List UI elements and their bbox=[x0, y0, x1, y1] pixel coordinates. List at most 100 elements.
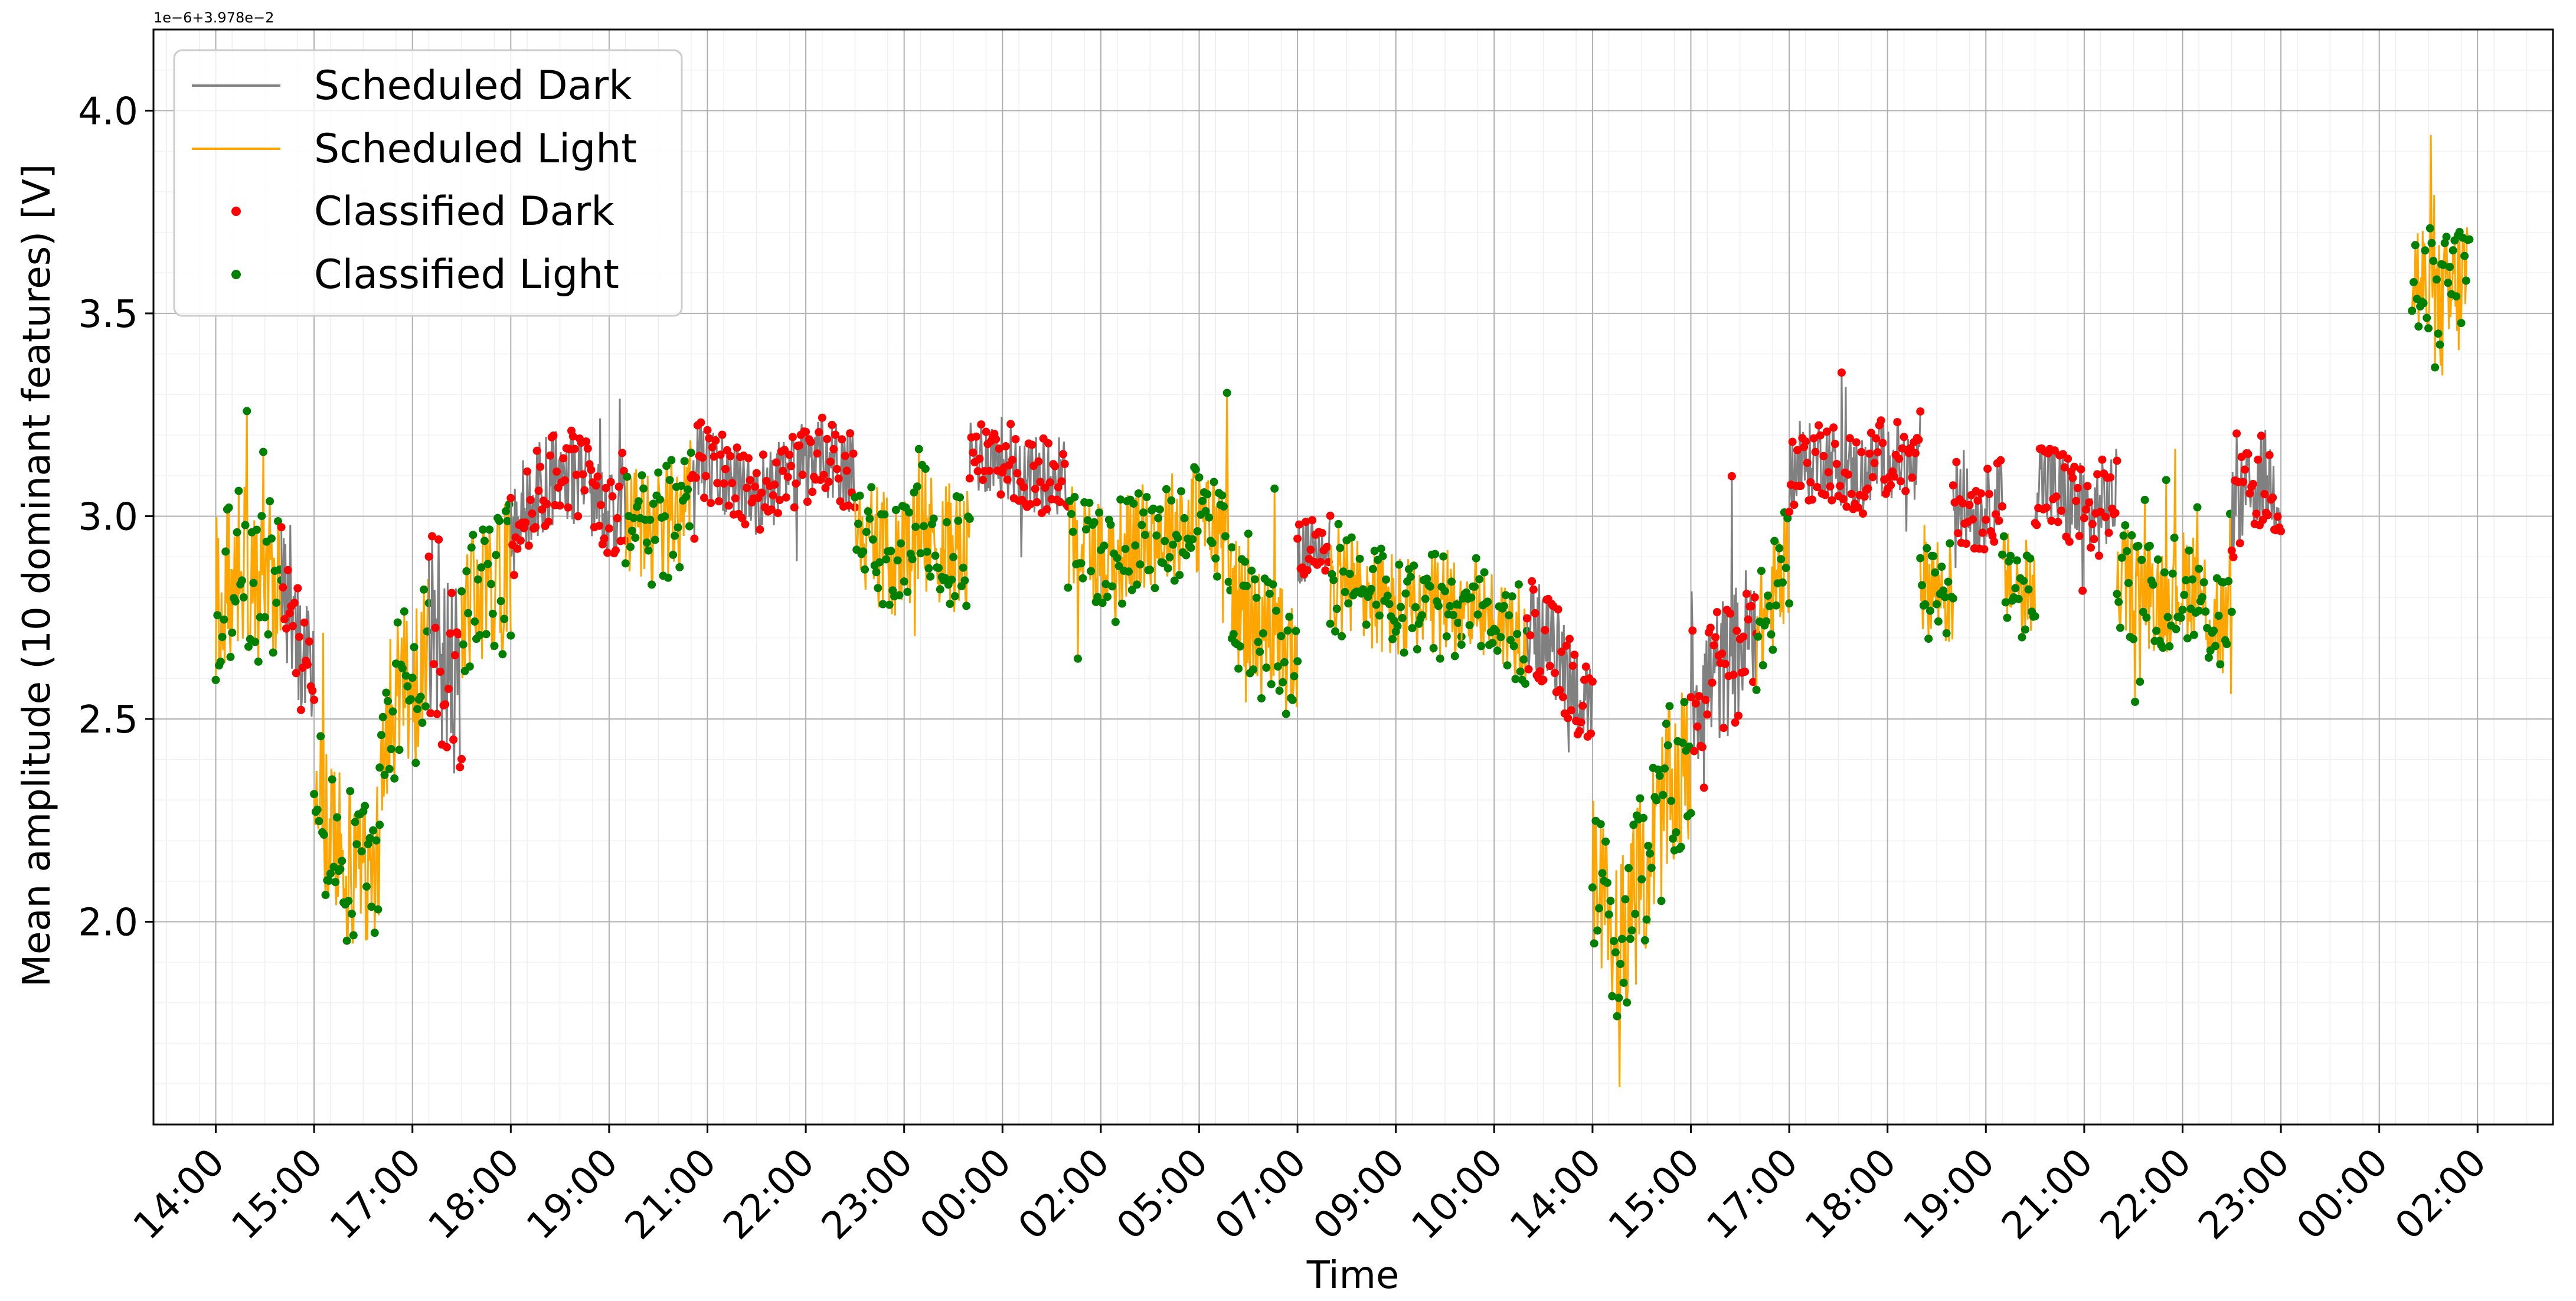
data-point-dark bbox=[1982, 515, 1990, 524]
data-point-light bbox=[1768, 645, 1777, 654]
data-point-light bbox=[2121, 521, 2130, 529]
data-point-dark bbox=[1013, 469, 1022, 478]
data-point-dark bbox=[1980, 545, 1989, 554]
data-point-light bbox=[885, 600, 894, 609]
data-point-light bbox=[947, 576, 956, 584]
data-point-light bbox=[1326, 619, 1335, 628]
data-point-light bbox=[942, 518, 951, 527]
data-point-light bbox=[661, 512, 669, 521]
data-point-light bbox=[1770, 537, 1779, 545]
data-point-light bbox=[1127, 586, 1136, 594]
data-point-light bbox=[2136, 677, 2145, 686]
data-point-dark bbox=[1877, 416, 1885, 425]
data-point-light bbox=[911, 522, 920, 531]
data-point-light bbox=[233, 528, 241, 537]
data-point-dark bbox=[1293, 534, 1302, 543]
data-point-light bbox=[962, 602, 971, 610]
data-point-dark bbox=[782, 493, 790, 502]
data-point-light bbox=[1077, 559, 1086, 568]
data-point-light bbox=[1439, 552, 1448, 561]
data-point-dark bbox=[1045, 478, 1054, 487]
data-point-light bbox=[1222, 388, 1231, 397]
data-point-dark bbox=[1868, 473, 1877, 482]
data-point-light bbox=[1388, 635, 1397, 643]
data-point-light bbox=[1201, 506, 1210, 515]
data-point-light bbox=[2224, 577, 2233, 586]
data-point-light bbox=[1257, 694, 1266, 702]
data-point-light bbox=[1344, 599, 1353, 608]
data-point-dark bbox=[1554, 605, 1562, 614]
data-point-light bbox=[362, 882, 371, 891]
data-point-light bbox=[864, 507, 872, 516]
data-point-dark bbox=[772, 458, 781, 467]
data-point-light bbox=[1631, 910, 1640, 918]
data-point-light bbox=[1646, 849, 1655, 858]
data-point-dark bbox=[545, 451, 554, 460]
data-point-dark bbox=[1567, 706, 1575, 715]
data-point-dark bbox=[614, 482, 623, 491]
data-point-light bbox=[1372, 600, 1381, 609]
data-point-light bbox=[267, 534, 276, 543]
data-point-dark bbox=[1057, 477, 1066, 486]
data-point-dark bbox=[1059, 450, 1067, 459]
data-point-light bbox=[1614, 993, 1623, 1002]
data-point-dark bbox=[1006, 420, 1015, 429]
data-point-light bbox=[656, 495, 664, 504]
data-point-dark bbox=[1522, 614, 1531, 623]
data-point-light bbox=[634, 497, 643, 506]
data-point-light bbox=[498, 650, 507, 659]
data-point-dark bbox=[446, 629, 455, 638]
data-point-dark bbox=[1796, 482, 1805, 491]
data-point-light bbox=[1686, 809, 1695, 818]
data-point-light bbox=[1341, 587, 1349, 596]
data-point-light bbox=[266, 497, 274, 506]
data-point-light bbox=[316, 732, 325, 741]
data-point-dark bbox=[1031, 485, 1039, 493]
data-point-dark bbox=[1872, 434, 1881, 443]
data-point-dark bbox=[714, 497, 723, 506]
data-point-dark bbox=[1742, 590, 1751, 599]
data-point-light bbox=[1258, 629, 1267, 638]
data-point-light bbox=[2145, 541, 2154, 550]
data-point-dark bbox=[1844, 470, 1852, 479]
series-layer bbox=[211, 135, 2474, 1087]
data-point-light bbox=[649, 499, 658, 508]
data-point-dark bbox=[1003, 475, 1012, 484]
data-point-light bbox=[2460, 251, 2469, 260]
data-point-dark bbox=[2080, 514, 2088, 522]
data-point-light bbox=[1595, 904, 1603, 913]
data-point-light bbox=[1400, 648, 1408, 657]
data-point-dark bbox=[1701, 695, 1710, 704]
data-point-light bbox=[1254, 638, 1263, 646]
x-axis-label: Time bbox=[1306, 1254, 1400, 1297]
data-point-dark bbox=[1893, 418, 1902, 427]
data-point-light bbox=[1752, 685, 1761, 694]
data-point-light bbox=[956, 493, 965, 502]
data-point-light bbox=[1272, 606, 1280, 615]
data-point-light bbox=[1095, 508, 1104, 517]
data-point-light bbox=[1762, 617, 1771, 626]
data-point-light bbox=[1378, 552, 1387, 561]
data-point-dark bbox=[536, 462, 545, 471]
data-point-light bbox=[1209, 478, 1218, 486]
data-point-dark bbox=[1962, 540, 1970, 548]
data-point-light bbox=[2457, 319, 2466, 328]
data-point-dark bbox=[1969, 515, 1977, 524]
data-point-light bbox=[1603, 878, 1611, 887]
data-point-light bbox=[1191, 465, 1200, 474]
data-point-light bbox=[923, 547, 931, 556]
data-point-light bbox=[1472, 554, 1480, 563]
data-point-light bbox=[315, 817, 323, 825]
data-point-dark bbox=[2268, 493, 2277, 502]
data-point-light bbox=[667, 456, 676, 465]
data-point-light bbox=[1447, 577, 1456, 586]
data-point-light bbox=[483, 560, 492, 568]
data-point-light bbox=[336, 865, 345, 874]
data-point-dark bbox=[2106, 473, 2115, 482]
data-point-dark bbox=[292, 669, 300, 678]
data-point-dark bbox=[1996, 456, 2005, 465]
data-point-light bbox=[2195, 606, 2204, 615]
legend-dot-classified-dark bbox=[231, 207, 241, 216]
data-point-dark bbox=[1303, 566, 1312, 575]
data-point-light bbox=[2408, 306, 2417, 315]
